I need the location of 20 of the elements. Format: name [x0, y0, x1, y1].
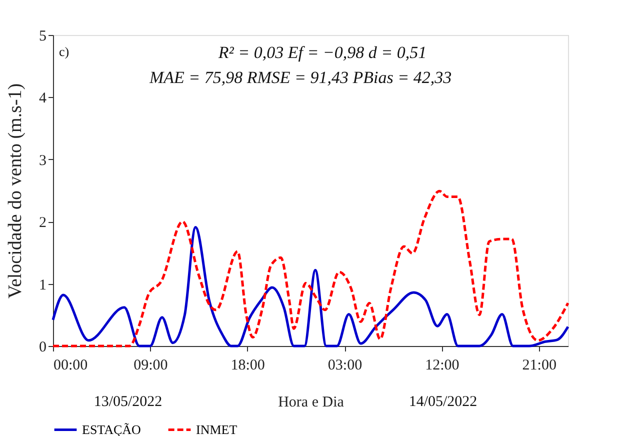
x-axis-title: Hora e Dia [278, 394, 344, 410]
x-tick-label: 00:00 [54, 358, 88, 374]
x-tick-label: 21:00 [522, 358, 556, 374]
y-tick-label: 5 [39, 28, 46, 44]
y-tick-label: 1 [39, 277, 46, 294]
y-tick-label: 4 [39, 90, 47, 107]
text: 13/05/2022 [94, 394, 162, 410]
text: 14/05/2022 [408, 394, 478, 410]
y-tick-label: 3 [39, 152, 46, 169]
x-tick-label: 12:00 [425, 358, 460, 374]
x-tick-label: 18:00 [230, 358, 265, 374]
annotation: R² = 0,03 Ef = −0,98 d = 0,51 [217, 43, 427, 62]
x-tick-label: 03:00 [328, 358, 362, 374]
annotation: c) [59, 44, 70, 59]
y-tick-label: 0 [39, 340, 46, 356]
annotation: MAE = 75,98 RMSE = 91,43 PBias = 42,33 [148, 68, 452, 87]
x-tick-label: 09:00 [134, 358, 168, 374]
y-axis-title: Velocidade do vento (m.s-1) [5, 83, 26, 299]
y-tick-label: 2 [39, 215, 46, 232]
legend-label: INMET [196, 422, 238, 436]
